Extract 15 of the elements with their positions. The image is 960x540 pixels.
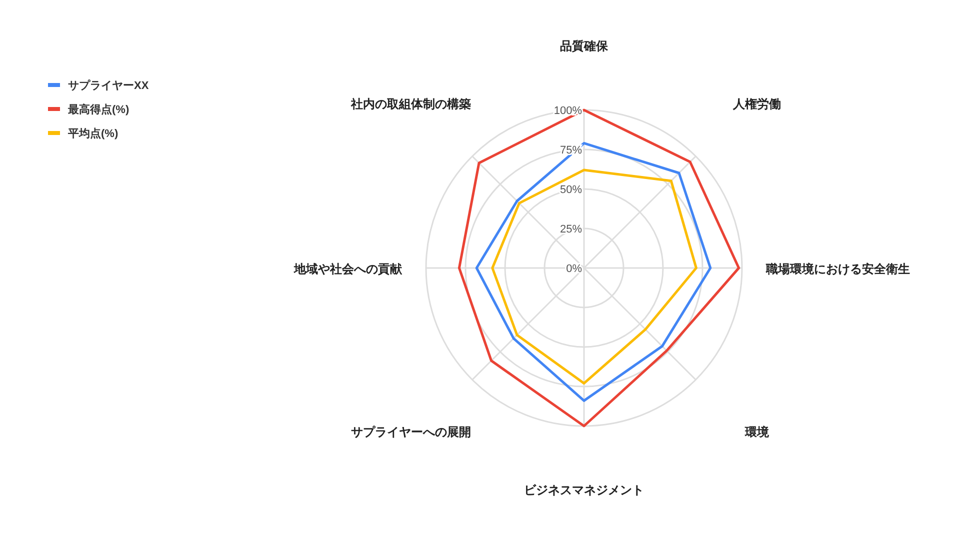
- spoke-label: 地域や社会への貢献: [293, 262, 403, 276]
- y-tick-label: 100%: [554, 105, 582, 117]
- legend-label: 最高得点(%): [67, 103, 130, 116]
- spoke-label: サプライヤーへの展開: [350, 425, 471, 440]
- y-tick-label: 50%: [560, 184, 582, 196]
- spoke-label: 品質確保: [560, 39, 609, 53]
- legend-label: 平均点(%): [67, 127, 118, 140]
- spoke-label: 環境: [744, 425, 770, 440]
- spoke-label: ビジネスマネジメント: [524, 483, 644, 497]
- legend-label: サプライヤーXX: [68, 79, 150, 92]
- y-tick-label: 25%: [560, 224, 582, 236]
- spoke-label: 人権労働: [732, 96, 782, 111]
- spoke-label: 社内の取組体制の構築: [350, 96, 471, 111]
- spoke-label: 職場環境における安全衛生: [765, 262, 910, 276]
- y-tick-label: 0%: [566, 263, 582, 275]
